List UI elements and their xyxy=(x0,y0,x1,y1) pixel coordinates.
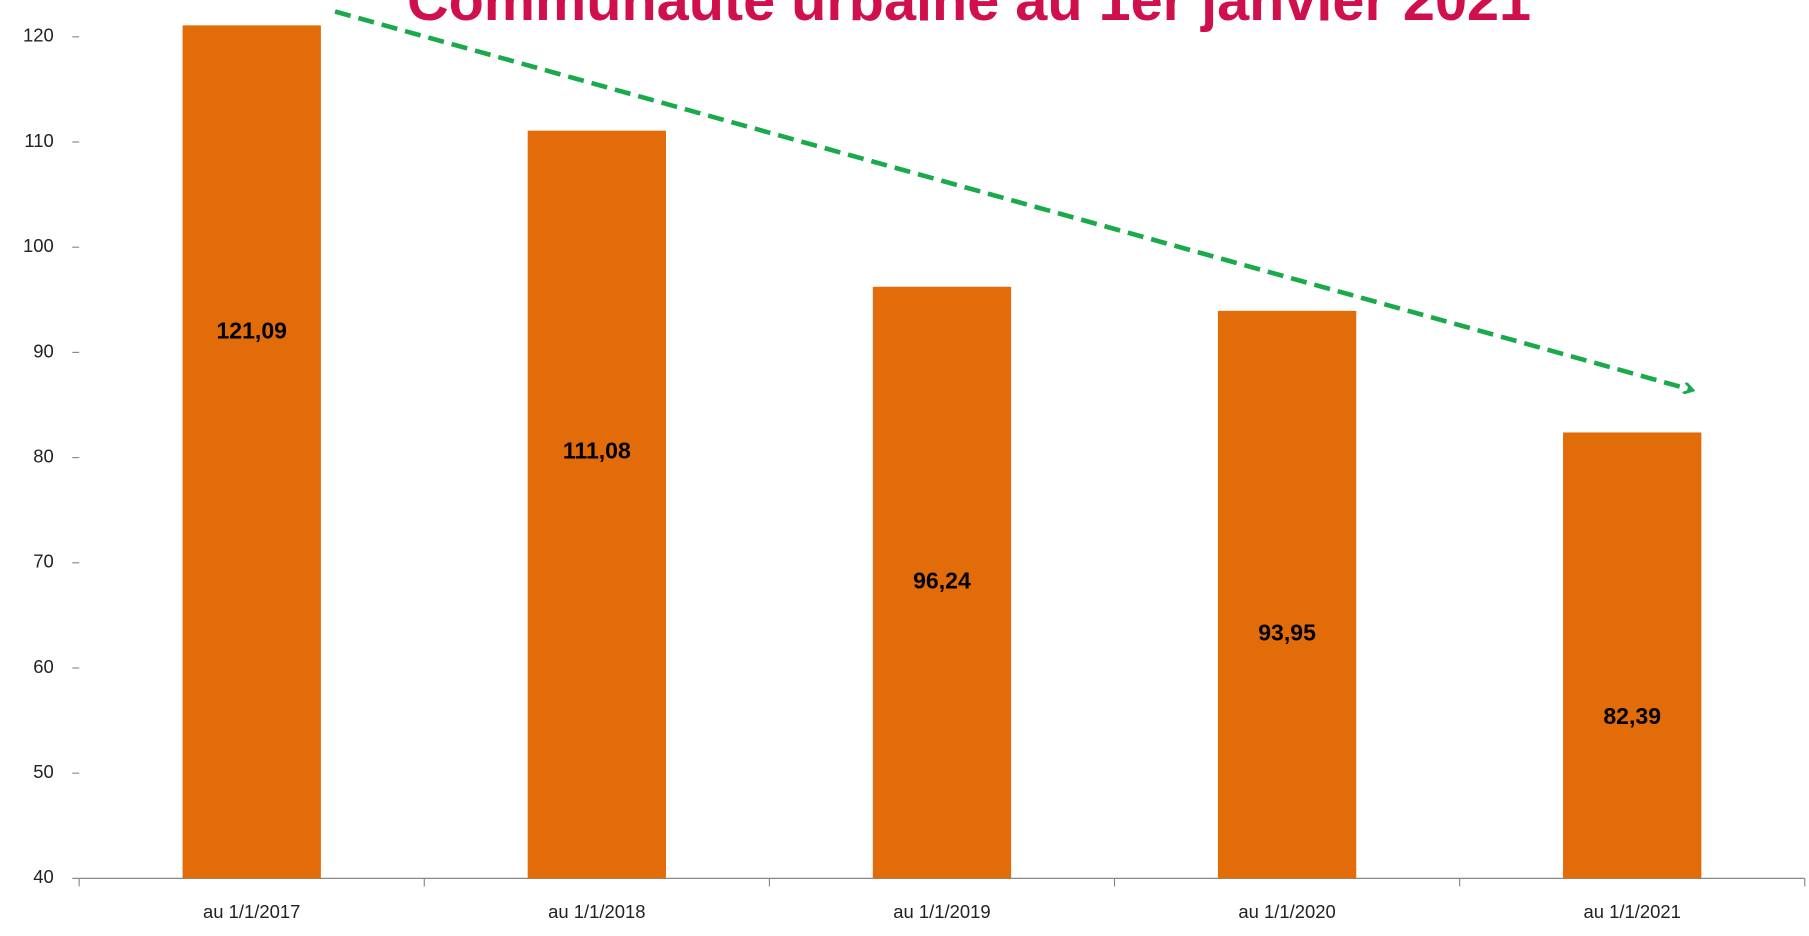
x-tick-label: au 1/1/2019 xyxy=(893,901,990,922)
value-label: 121,09 xyxy=(216,318,287,344)
y-tick-label: 70 xyxy=(33,551,54,572)
bar xyxy=(527,130,667,879)
y-tick-label: 80 xyxy=(33,445,54,466)
y-tick-label: 50 xyxy=(33,761,54,782)
y-tick-label: 120 xyxy=(23,25,54,46)
bar xyxy=(1563,432,1702,879)
value-label: 82,39 xyxy=(1603,703,1661,729)
trend-arrow xyxy=(334,9,1691,390)
value-label: 96,24 xyxy=(913,568,971,594)
y-tick-label: 90 xyxy=(33,340,54,361)
y-tick-label: 100 xyxy=(23,235,54,256)
y-tick-label: 40 xyxy=(33,866,54,887)
value-label: 93,95 xyxy=(1258,619,1316,645)
bar xyxy=(1217,310,1357,879)
bar xyxy=(182,25,321,879)
bar xyxy=(872,286,1012,879)
chart-title: Communauté urbaine au 1er janvier 2021 xyxy=(407,0,1531,33)
y-tick-label: 110 xyxy=(24,130,53,151)
y-tick-label: 60 xyxy=(33,656,54,677)
plot: 40 50 60 70 80 90 100 110 120 au 1/1/2017 121,09 au… xyxy=(23,25,1806,922)
x-tick-label: au 1/1/2021 xyxy=(1584,901,1681,922)
value-label: 111,08 xyxy=(563,437,631,463)
x-tick-label: au 1/1/2018 xyxy=(548,901,645,922)
x-tick-label: au 1/1/2020 xyxy=(1238,901,1335,922)
x-tick-label: au 1/1/2017 xyxy=(203,901,300,922)
